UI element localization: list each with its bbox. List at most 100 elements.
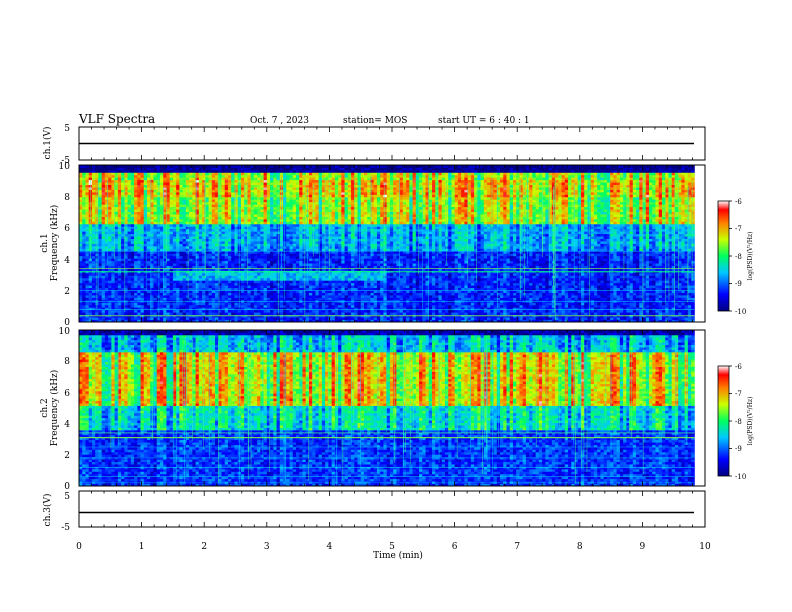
spectrogram-cell — [92, 180, 96, 183]
spectrogram-cell — [153, 170, 157, 173]
spectrogram-cell — [82, 180, 86, 183]
spectrogram-cell — [186, 224, 190, 227]
spectrogram-cell — [309, 177, 313, 180]
spectrogram-cell — [141, 273, 145, 276]
spectrogram-cell — [173, 219, 177, 222]
spectrogram-cell — [170, 194, 174, 197]
spectrogram-cell — [98, 253, 102, 256]
spectrogram-cell — [102, 288, 106, 291]
spectrogram-cell — [215, 295, 219, 298]
spectrogram-cell — [186, 229, 190, 232]
spectrogram-cell — [319, 285, 323, 288]
spectrogram-cell — [234, 221, 238, 224]
spectrogram-cell — [241, 275, 245, 278]
spectrogram-cell — [82, 219, 86, 222]
spectrogram-cell — [319, 280, 323, 283]
spectrogram-cell — [85, 231, 89, 234]
spectrogram-cell — [293, 190, 297, 193]
spectrogram-cell — [179, 180, 183, 183]
spectrogram-cell — [228, 185, 232, 188]
spectrogram-cell — [228, 244, 232, 247]
spectrogram-cell — [231, 283, 235, 286]
spectrogram-cell — [79, 256, 83, 259]
spectrogram-cell — [131, 278, 135, 281]
spectrogram-cell — [166, 212, 170, 215]
spectrogram-cell — [293, 258, 297, 261]
spectrogram-cell — [309, 246, 313, 249]
spectrogram-cell — [173, 236, 177, 239]
spectrogram-cell — [128, 266, 132, 269]
spectrogram-cell — [222, 204, 226, 207]
spectrogram-cell — [157, 219, 161, 222]
spectrogram-cell — [267, 280, 271, 283]
spectrogram-cell — [244, 177, 248, 180]
spectrogram-cell — [231, 256, 235, 259]
spectrogram-cell — [218, 170, 222, 173]
spectrogram-cell — [105, 293, 109, 296]
spectrogram-cell — [166, 175, 170, 178]
spectrogram-cell — [290, 273, 294, 276]
spectrogram-cell — [231, 180, 235, 183]
spectrogram-cell — [267, 253, 271, 256]
spectrogram-cell — [257, 280, 261, 283]
spectrogram-cell — [247, 280, 251, 283]
spectrogram-cell — [293, 202, 297, 205]
spectrogram-cell — [115, 280, 119, 283]
spectrogram-cell — [312, 275, 316, 278]
spectrogram-cell — [299, 221, 303, 224]
spectrogram-cell — [79, 192, 83, 195]
spectrogram-cell — [241, 305, 245, 308]
spectrogram-cell — [238, 283, 242, 286]
spectrogram-cell — [241, 283, 245, 286]
spectrogram-cell — [98, 185, 102, 188]
spectrogram-cell — [102, 209, 106, 212]
spectrogram-cell — [173, 312, 177, 315]
spectrogram-cell — [325, 305, 329, 308]
spectrogram-cell — [105, 180, 109, 183]
spectrogram-cell — [234, 231, 238, 234]
spectrogram-cell — [98, 167, 102, 170]
spectrogram-cell — [234, 219, 238, 222]
spectrogram-cell — [222, 202, 226, 205]
spectrogram-cell — [293, 209, 297, 212]
spectrogram-cell — [166, 234, 170, 237]
spectrogram-cell — [192, 246, 196, 249]
spectrogram-cell — [270, 214, 274, 217]
spectrogram-cell — [260, 241, 264, 244]
spectrogram-cell — [183, 182, 187, 185]
spectrogram-cell — [257, 310, 261, 313]
spectrogram-cell — [118, 256, 122, 259]
spectrogram-cell — [312, 253, 316, 256]
spectrogram-cell — [92, 194, 96, 197]
spectrogram-cell — [102, 310, 106, 313]
spectrogram-cell — [118, 283, 122, 286]
spectrogram-cell — [299, 214, 303, 217]
spectrogram-cell — [160, 212, 164, 215]
spectrogram-cell — [302, 185, 306, 188]
spectrogram-cell — [85, 297, 89, 300]
spectrogram-cell — [183, 214, 187, 217]
spectrogram-cell — [254, 275, 258, 278]
spectrogram-cell — [131, 234, 135, 237]
spectrogram-cell — [225, 194, 229, 197]
spectrogram-cell — [134, 258, 138, 261]
spectrogram-cell — [79, 275, 83, 278]
spectrogram-cell — [209, 261, 213, 264]
spectrogram-cell — [98, 226, 102, 229]
spectrogram-cell — [212, 310, 216, 313]
spectrogram-cell — [254, 297, 258, 300]
spectrogram-cell — [179, 293, 183, 296]
spectrogram-cell — [192, 261, 196, 264]
spectrogram-cell — [137, 283, 141, 286]
spectrogram-cell — [102, 192, 106, 195]
spectrogram-cell — [302, 190, 306, 193]
spectrogram-cell — [286, 229, 290, 232]
spectrogram-cell — [108, 278, 112, 281]
spectrogram-cell — [260, 275, 264, 278]
spectrogram-cell — [247, 214, 251, 217]
spectrogram-cell — [306, 295, 310, 298]
spectrogram-cell — [150, 175, 154, 178]
spectrogram-cell — [147, 194, 151, 197]
spectrogram-cell — [128, 209, 132, 212]
spectrogram-cell — [173, 285, 177, 288]
